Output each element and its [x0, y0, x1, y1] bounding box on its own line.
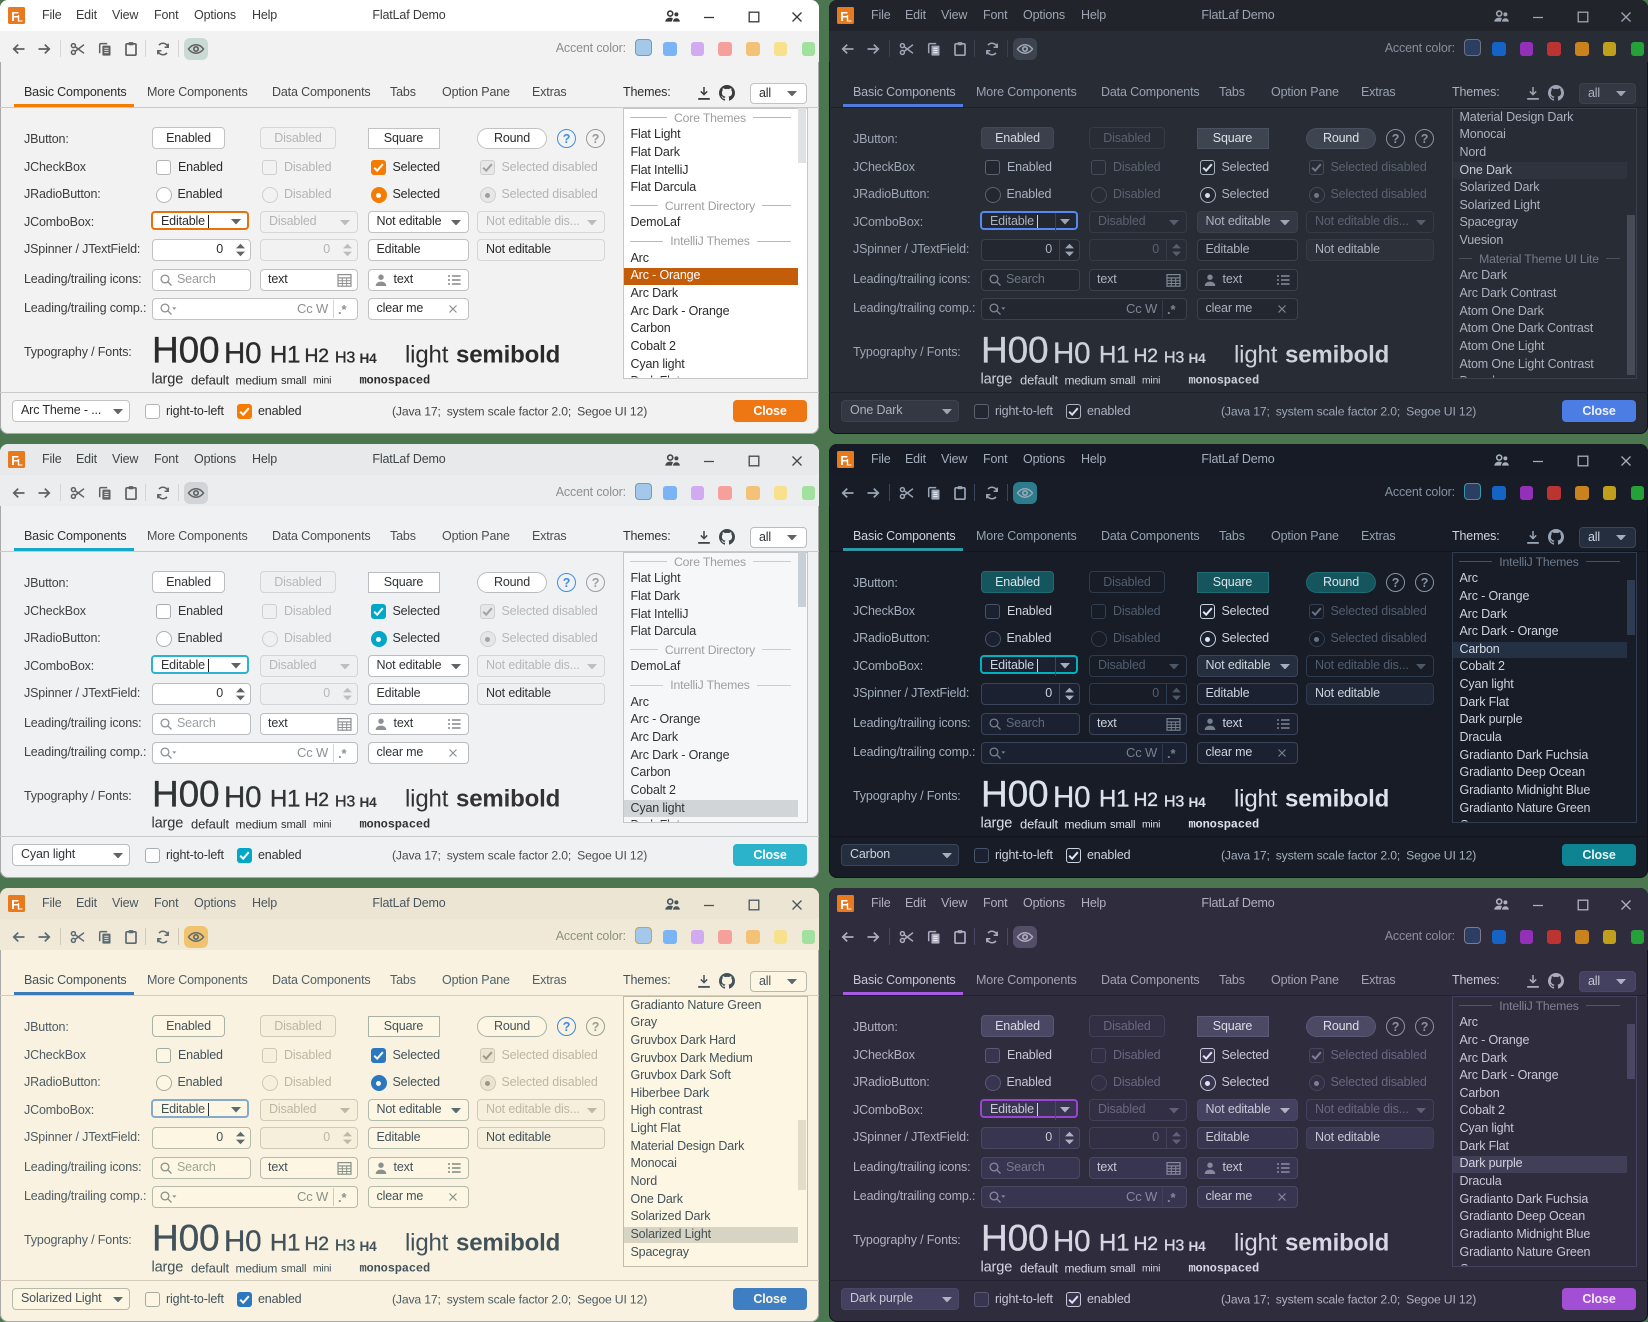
svg-text:L: L: [17, 14, 23, 24]
svg-text:F: F: [11, 454, 19, 468]
svg-text:F: F: [840, 898, 848, 912]
svg-text:F: F: [840, 10, 848, 24]
svg-text:L: L: [17, 902, 23, 912]
svg-text:L: L: [846, 902, 852, 912]
svg-text:F: F: [11, 898, 19, 912]
svg-text:L: L: [846, 14, 852, 24]
svg-text:L: L: [846, 458, 852, 468]
svg-text:L: L: [17, 458, 23, 468]
svg-text:F: F: [11, 10, 19, 24]
svg-text:F: F: [840, 454, 848, 468]
